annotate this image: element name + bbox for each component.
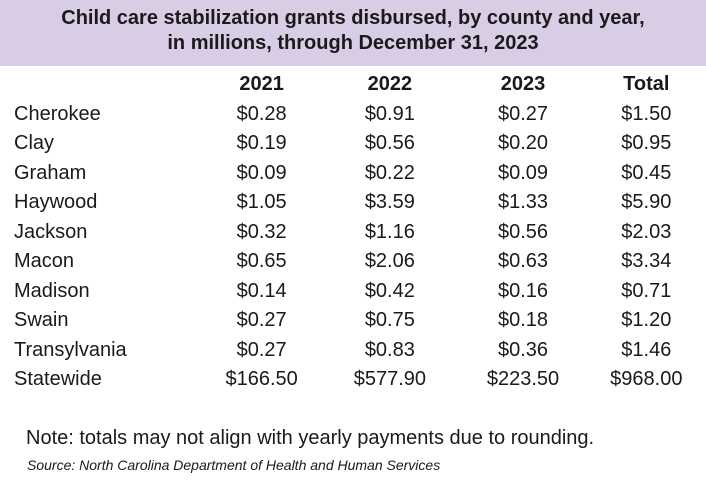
table-row: Swain $0.27 $0.75 $0.18 $1.20 [14, 306, 706, 336]
table-row: Transylvania $0.27 $0.83 $0.36 $1.46 [14, 336, 706, 366]
value-cell-2023: $0.09 [497, 161, 549, 184]
value-cell-total: $5.90 [621, 191, 672, 213]
value-cell-2023: $223.50 [486, 368, 560, 390]
value-cell-2022: $0.91 [364, 102, 415, 125]
value-cell-2022: $0.83 [364, 338, 415, 361]
grants-table: 2021 2022 2023 Total Cherokee $0.28 $0.91 $0.2… [14, 70, 706, 395]
value-cell-2021: $0.28 [236, 102, 287, 125]
county-name-cell: Madison [14, 279, 90, 302]
value-cell-2023: $0.16 [497, 279, 549, 302]
value-cell-2023: $0.56 [497, 220, 549, 243]
column-header-2021: 2021 [239, 73, 284, 95]
county-name-cell: Transylvania [14, 338, 127, 361]
value-cell-2022: $0.56 [364, 132, 415, 154]
value-cell-2023: $0.27 [497, 102, 549, 125]
table-row: Macon $0.65 $2.06 $0.63 $3.34 [14, 247, 706, 277]
value-cell-total: $1.46 [621, 338, 672, 361]
source-credit: Source: North Carolina Department of Hea… [27, 457, 441, 473]
value-cell-2021: $0.14 [236, 279, 287, 302]
table-title-banner: Child care stabilization grants disburse… [0, 0, 706, 66]
value-cell-total: $2.03 [621, 220, 672, 243]
county-name-cell: Haywood [14, 191, 98, 213]
table-row: Cherokee $0.28 $0.91 $0.27 $1.50 [14, 100, 706, 130]
table-body: Cherokee $0.28 $0.91 $0.27 $1.50 Clay $0.19 $0.… [14, 100, 706, 395]
value-cell-2022: $0.75 [364, 309, 415, 331]
value-cell-total: $0.95 [621, 132, 672, 154]
value-cell-2021: $1.05 [236, 191, 287, 213]
table-row: Statewide $166.50 $577.90 $223.50 $968.00 [14, 365, 706, 395]
value-cell-2022: $0.42 [364, 279, 415, 302]
table-title-line-2: in millions, through December 31, 2023 [167, 32, 539, 54]
column-header-total: Total [623, 73, 670, 95]
value-cell-total: $3.34 [621, 250, 672, 272]
table-row: Graham $0.09 $0.22 $0.09 $0.45 [14, 159, 706, 189]
value-cell-2023: $0.18 [497, 309, 549, 331]
value-cell-2022: $0.22 [364, 161, 415, 184]
value-cell-2021: $0.65 [236, 250, 287, 272]
value-cell-total: $0.71 [621, 279, 672, 302]
value-cell-2023: $0.63 [497, 250, 549, 272]
value-cell-2022: $577.90 [353, 368, 426, 390]
table-row: Clay $0.19 $0.56 $0.20 $0.95 [14, 129, 706, 159]
value-cell-total: $968.00 [610, 368, 683, 390]
table-header-row: 2021 2022 2023 Total [14, 70, 706, 100]
table-row: Jackson $0.32 $1.16 $0.56 $2.03 [14, 218, 706, 248]
value-cell-2021: $166.50 [225, 368, 298, 390]
value-cell-2022: $1.16 [364, 220, 415, 243]
value-cell-2023: $0.36 [497, 338, 549, 361]
value-cell-2023: $0.20 [497, 132, 549, 154]
table-row: Haywood $1.05 $3.59 $1.33 $5.90 [14, 188, 706, 218]
county-name-cell: Macon [14, 250, 75, 272]
county-name-cell: Clay [14, 132, 55, 154]
table-row: Madison $0.14 $0.42 $0.16 $0.71 [14, 277, 706, 307]
value-cell-2021: $0.09 [236, 161, 287, 184]
column-header-2023: 2023 [500, 73, 546, 95]
column-header-2022: 2022 [367, 73, 413, 95]
value-cell-2022: $2.06 [364, 250, 415, 272]
rounding-note: Note: totals may not align with yearly p… [26, 427, 595, 449]
value-cell-2023: $1.33 [497, 191, 549, 213]
value-cell-2021: $0.32 [236, 220, 287, 243]
county-name-cell: Jackson [14, 220, 88, 243]
county-name-cell: Cherokee [14, 102, 101, 125]
column-header-county [14, 70, 203, 100]
value-cell-2021: $0.27 [236, 309, 287, 331]
value-cell-total: $0.45 [621, 161, 672, 184]
county-name-cell: Swain [14, 309, 69, 331]
value-cell-total: $1.20 [621, 309, 672, 331]
value-cell-2021: $0.27 [236, 338, 287, 361]
table-title-line-1: Child care stabilization grants disburse… [61, 7, 645, 29]
value-cell-2022: $3.59 [364, 191, 415, 213]
value-cell-2021: $0.19 [236, 132, 287, 154]
county-name-cell: Statewide [14, 368, 102, 390]
county-name-cell: Graham [14, 161, 87, 184]
value-cell-total: $1.50 [621, 102, 672, 125]
